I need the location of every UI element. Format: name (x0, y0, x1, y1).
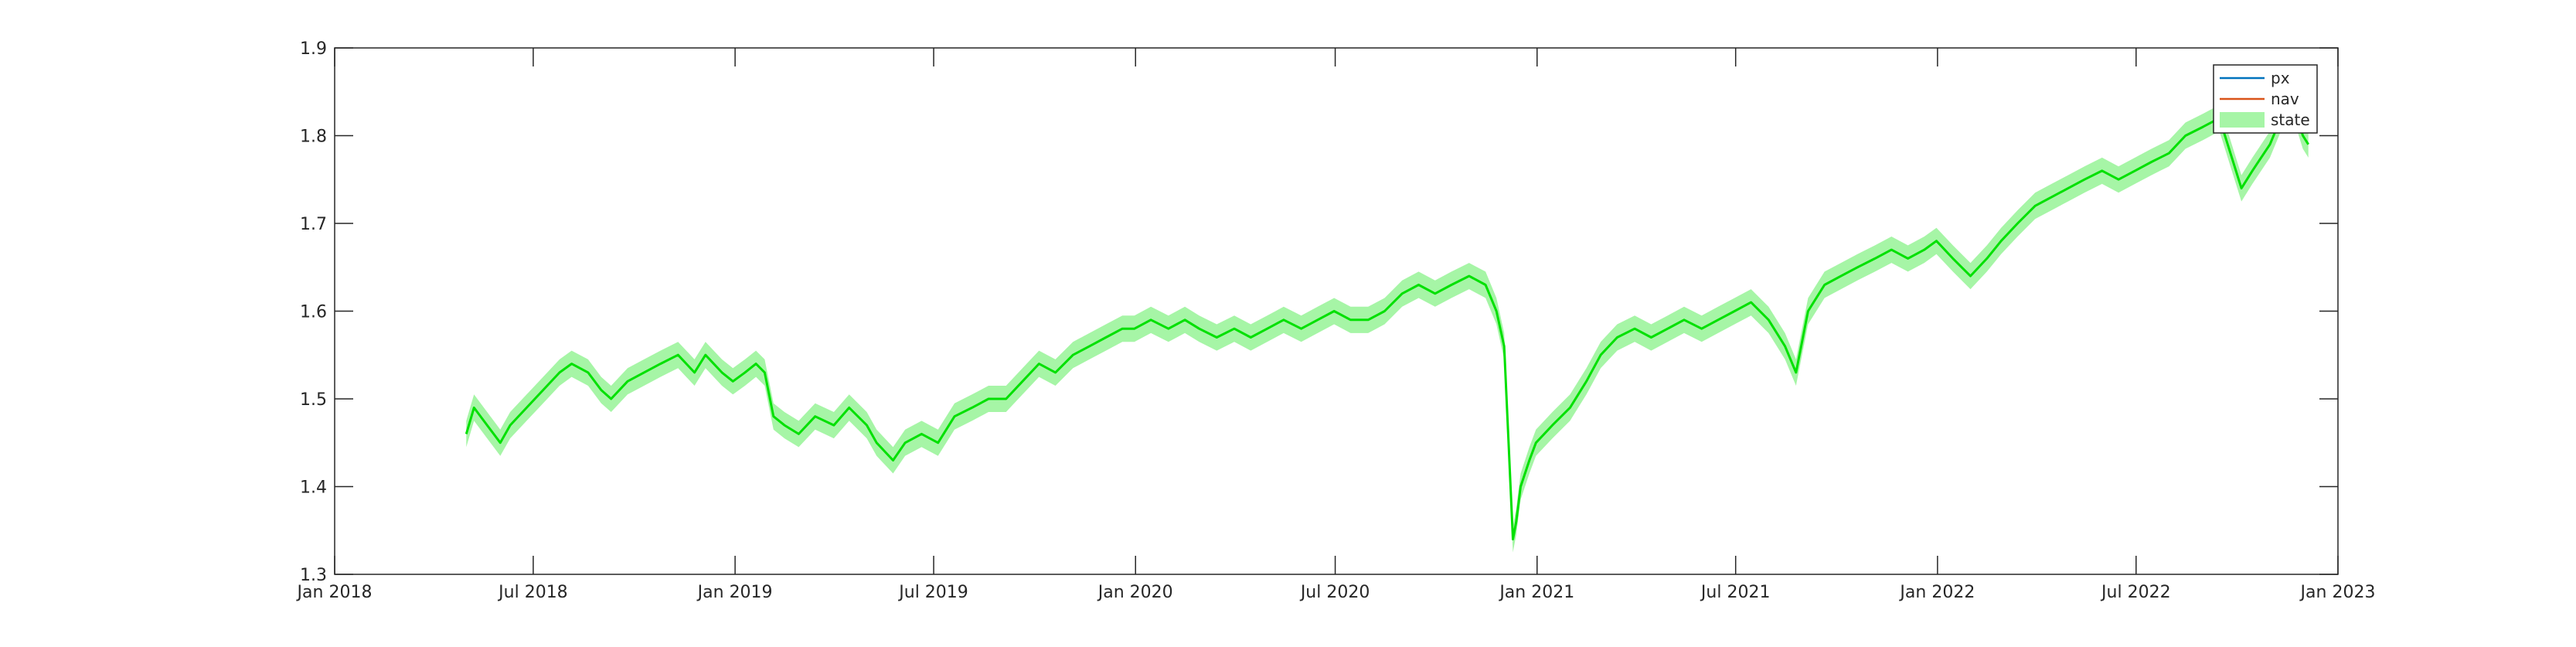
x-tick-label: Jul 2021 (1700, 583, 1771, 602)
y-tick-label: 1.5 (300, 390, 327, 410)
ticks-group: Jan 2018 Jul 2018 Jan 2019 Jul 2019 Jan 2020… (296, 39, 2376, 602)
x-tick-label: Jul 2019 (897, 583, 968, 602)
x-tick-label: Jan 2018 (296, 583, 373, 602)
legend-label-px: px (2271, 69, 2290, 87)
y-tick-label: 1.4 (300, 478, 327, 498)
x-tick-label: Jan 2019 (696, 583, 773, 602)
state-band-group (466, 87, 2309, 553)
y-tick-label: 1.8 (300, 128, 327, 147)
state-band (466, 87, 2309, 553)
x-tick-label: Jul 2020 (1299, 583, 1370, 602)
x-tick-label: Jan 2020 (1097, 583, 1173, 602)
state-line (464, 99, 2309, 541)
x-tick-label: Jul 2022 (2100, 583, 2171, 602)
x-tick-label: Jan 2022 (1898, 583, 1975, 602)
y-tick-label: 1.3 (300, 566, 327, 585)
legend-label-state: state (2271, 111, 2310, 129)
legend-label-nav: nav (2271, 90, 2299, 108)
x-tick-label: Jan 2021 (1498, 583, 1574, 602)
y-tick-label: 1.7 (300, 215, 327, 234)
y-tick-label: 1.9 (300, 39, 327, 59)
legend-swatch-state (2220, 112, 2265, 128)
legend: px nav state (2213, 64, 2318, 134)
y-tick-label: 1.6 (300, 303, 327, 322)
x-tick-label: Jul 2018 (497, 583, 568, 602)
state-line-group (464, 99, 2309, 541)
x-tick-label: Jan 2023 (2299, 583, 2376, 602)
